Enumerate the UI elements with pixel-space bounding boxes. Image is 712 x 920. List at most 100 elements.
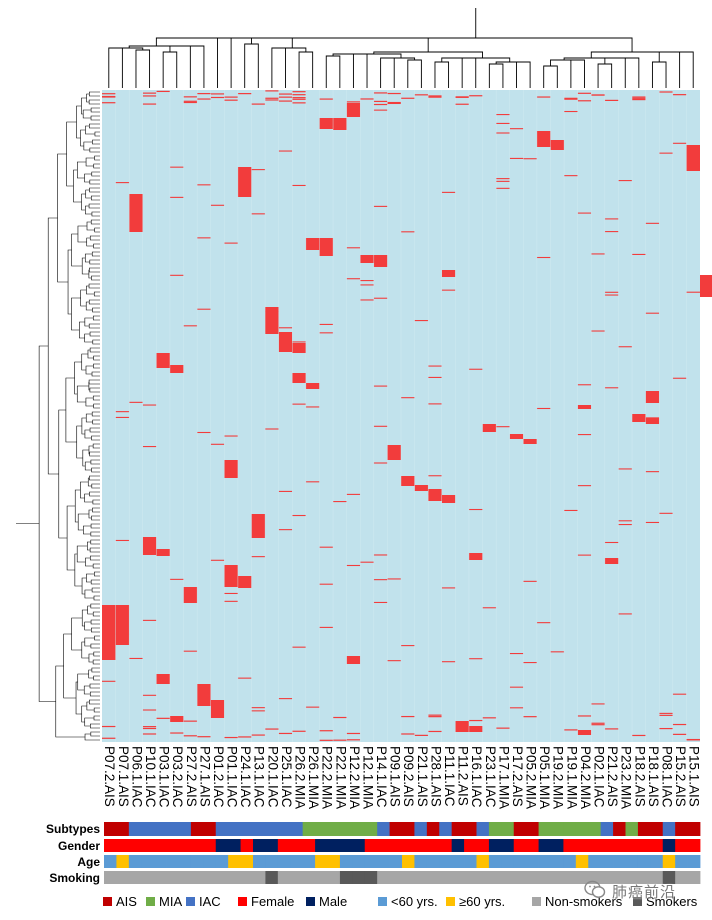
heatmap-block xyxy=(550,140,565,150)
heatmap-cell xyxy=(292,730,306,732)
dendrogram-branch xyxy=(86,221,95,231)
heatmap-block xyxy=(346,656,361,664)
heatmap-cell xyxy=(265,728,279,730)
heatmap-cell xyxy=(577,554,592,556)
heatmap-block xyxy=(319,238,334,256)
heatmap-cell xyxy=(414,320,429,322)
annotation-cell-age xyxy=(687,855,701,868)
annotation-cell-subtypes xyxy=(240,822,254,836)
dendrogram-branch xyxy=(92,307,100,313)
dendrogram-branch xyxy=(352,53,368,88)
heatmap-cell xyxy=(632,734,646,737)
heatmap-cell xyxy=(455,103,469,105)
heatmap-cell xyxy=(564,98,578,100)
heatmap-cell xyxy=(659,512,673,514)
heatmap-cell xyxy=(496,132,510,134)
annotation-cell-age xyxy=(451,855,465,868)
heatmap-cell xyxy=(577,485,592,487)
dendrogram-branch xyxy=(84,493,93,503)
annotation-cell-smoking xyxy=(116,871,130,884)
dendrogram-branch xyxy=(90,115,100,121)
annotation-cell-age xyxy=(228,855,241,868)
dendrogram-branch xyxy=(81,641,89,659)
dendrogram-branch xyxy=(81,417,87,435)
column-label: P09.1.AIS xyxy=(388,746,403,807)
legend-label-mia: MIA xyxy=(159,894,183,909)
dendrogram-branch xyxy=(115,47,144,50)
heatmap-cell xyxy=(672,94,687,96)
dendrogram-branch xyxy=(128,45,184,48)
annotation-cell-smoking xyxy=(501,871,515,884)
dendrogram-branch xyxy=(94,227,100,233)
annotation-cell-subtypes xyxy=(613,822,626,836)
annotation-cell-subtypes xyxy=(402,822,415,836)
heatmap-cell xyxy=(618,520,633,522)
dendrogram-branch xyxy=(434,61,450,88)
dendrogram-branch xyxy=(67,249,72,315)
heatmap-cell xyxy=(468,95,483,97)
annotation-cell-gender xyxy=(687,839,701,852)
heatmap-cell xyxy=(360,561,374,563)
dendrogram-branch xyxy=(604,57,633,64)
heatmap-cell xyxy=(197,184,211,186)
heatmap-cell xyxy=(346,564,361,567)
dendrogram-branch xyxy=(81,705,87,723)
heatmap-cell xyxy=(169,274,184,276)
heatmap-cell xyxy=(373,109,388,111)
dendrogram-branch xyxy=(77,673,89,691)
heatmap-cell xyxy=(604,294,619,296)
dendrogram-branch xyxy=(92,611,100,617)
annotation-cell-smoking xyxy=(451,871,465,884)
heatmap-cell xyxy=(183,735,198,737)
column-label: P27.1.AIS xyxy=(197,746,212,807)
annotation-cell-gender xyxy=(265,839,279,852)
dendrogram-branch xyxy=(85,189,92,199)
legend-swatch-male xyxy=(306,897,315,906)
column-label: P08.1.IAC xyxy=(659,746,674,808)
heatmap-cell xyxy=(536,407,551,410)
annotation-cell-age xyxy=(178,855,192,868)
dendrogram-branch xyxy=(89,427,100,433)
annotation-cell-gender xyxy=(141,839,155,852)
dendrogram-branch xyxy=(85,157,95,167)
dendrogram-branch xyxy=(88,299,100,305)
heatmap-cell xyxy=(278,93,293,95)
dendrogram-branch xyxy=(89,691,100,697)
dendrogram-branch xyxy=(495,61,524,64)
heatmap-block xyxy=(360,255,374,263)
heatmap-cell xyxy=(373,601,388,604)
dendrogram-branch xyxy=(71,233,83,267)
dendrogram-branch xyxy=(93,403,100,409)
heatmap-block xyxy=(441,495,456,503)
dendrogram-branch xyxy=(89,387,100,393)
dendrogram-branch xyxy=(89,699,100,705)
column-label: P04.2.MIA xyxy=(578,746,593,809)
column-label: P26.2.MIA xyxy=(293,746,308,809)
annotation-cell-age xyxy=(377,855,390,868)
heatmap-cell xyxy=(224,242,238,244)
heatmap-cell xyxy=(428,96,442,98)
heatmap-cell xyxy=(428,730,442,733)
heatmap-cell xyxy=(387,660,401,662)
heatmap-matrix xyxy=(102,90,712,742)
legend-young: <60 yrs. xyxy=(378,895,438,909)
dendrogram-branch xyxy=(71,617,83,651)
legend-label-ais: AIS xyxy=(116,894,137,909)
dendrogram-branch xyxy=(75,681,82,715)
column-label: P17.1.MIA xyxy=(496,746,511,809)
annotation-cell-smoking xyxy=(613,871,626,884)
heatmap-cell xyxy=(210,96,225,99)
dendrogram-branch xyxy=(91,483,100,489)
dendrogram-branch xyxy=(90,219,100,225)
heatmap-cell xyxy=(428,475,442,477)
annotation-cell-subtypes xyxy=(588,822,602,836)
heatmap-cell xyxy=(604,291,619,293)
annotation-cell-smoking xyxy=(625,871,639,884)
annotation-cell-subtypes xyxy=(488,822,502,836)
legend-swatch-young xyxy=(378,897,387,906)
heatmap-cell xyxy=(333,501,347,503)
annotation-cell-gender xyxy=(551,839,564,852)
heatmap-cell xyxy=(401,733,415,735)
heatmap-cell xyxy=(142,404,157,406)
heatmap-cell xyxy=(251,103,266,105)
